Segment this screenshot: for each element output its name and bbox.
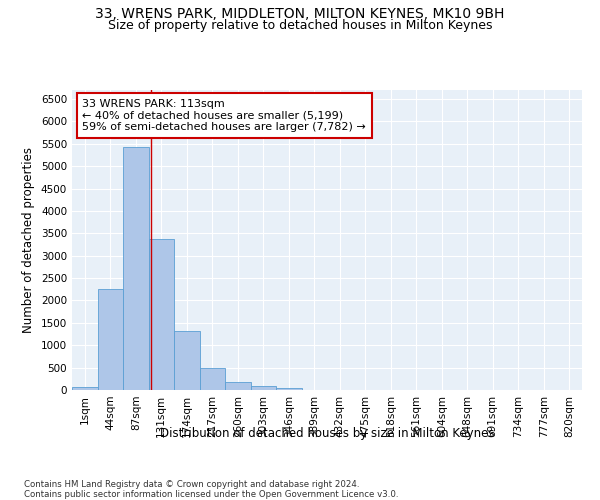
Text: Size of property relative to detached houses in Milton Keynes: Size of property relative to detached ho… [108,18,492,32]
Text: 33, WRENS PARK, MIDDLETON, MILTON KEYNES, MK10 9BH: 33, WRENS PARK, MIDDLETON, MILTON KEYNES… [95,8,505,22]
Bar [251,386,276,390]
Y-axis label: Number of detached properties: Number of detached properties [22,147,35,333]
Bar [123,147,149,390]
Bar [199,368,225,390]
Bar [97,289,123,390]
Bar [276,388,302,390]
Bar [72,386,97,390]
Text: Distribution of detached houses by size in Milton Keynes: Distribution of detached houses by size … [160,428,494,440]
Bar [149,238,174,390]
Bar [225,382,251,390]
Bar [174,332,199,390]
Text: 33 WRENS PARK: 113sqm
← 40% of detached houses are smaller (5,199)
59% of semi-d: 33 WRENS PARK: 113sqm ← 40% of detached … [82,99,366,132]
Text: Contains HM Land Registry data © Crown copyright and database right 2024.
Contai: Contains HM Land Registry data © Crown c… [24,480,398,499]
